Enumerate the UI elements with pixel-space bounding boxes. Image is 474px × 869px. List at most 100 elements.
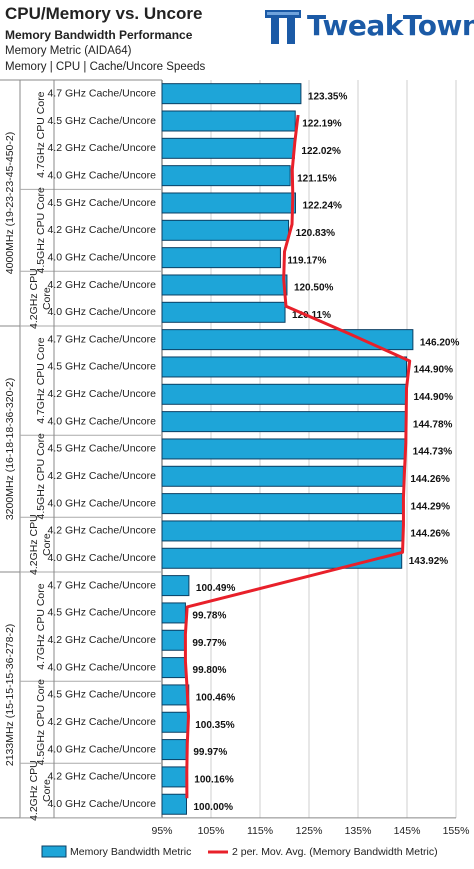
bar xyxy=(161,165,291,187)
category-label: 4.5 GHz Cache/Uncore xyxy=(47,443,156,455)
bar xyxy=(161,301,286,323)
inner-group-label: 4.5GHz CPU Core xyxy=(35,187,47,274)
logo-wordmark: TweakTown xyxy=(307,9,474,42)
x-tick-label: 115% xyxy=(247,825,273,837)
value-label: 121.15% xyxy=(297,173,337,184)
category-label: 4.2 GHz Cache/Uncore xyxy=(47,525,156,537)
bar xyxy=(161,356,408,378)
inner-group-label: 4.2GHz CPU xyxy=(28,760,40,821)
outer-group-label: 2133MHz (15-15-15-36-278-2) xyxy=(4,624,16,766)
value-label: 144.26% xyxy=(410,474,450,485)
category-label: 4.5 GHz Cache/Uncore xyxy=(47,689,156,701)
category-label: 4.2 GHz Cache/Uncore xyxy=(47,470,156,482)
bar xyxy=(161,192,296,214)
category-label: 4.2 GHz Cache/Uncore xyxy=(47,716,156,728)
category-label: 4.2 GHz Cache/Uncore xyxy=(47,634,156,646)
legend-bar-swatch xyxy=(41,845,67,858)
legend-bar-label: Memory Bandwidth Metric xyxy=(70,846,191,858)
category-label: 4.0 GHz Cache/Uncore xyxy=(47,415,156,427)
category-label: 4.0 GHz Cache/Uncore xyxy=(47,169,156,181)
inner-group-label: 4.2GHz CPU xyxy=(28,514,40,575)
x-tick-label: 105% xyxy=(198,825,225,837)
category-label: 4.0 GHz Cache/Uncore xyxy=(47,743,156,755)
x-tick-label: 135% xyxy=(345,825,372,837)
value-label: 144.26% xyxy=(410,529,450,540)
category-label: 4.0 GHz Cache/Uncore xyxy=(47,497,156,509)
value-label: 120.11% xyxy=(292,310,331,321)
chart-subtitle: Memory Bandwidth Performance xyxy=(5,28,193,42)
bar xyxy=(161,383,408,405)
bar xyxy=(161,657,187,679)
bar xyxy=(161,493,405,515)
bar xyxy=(161,110,296,132)
bar xyxy=(161,629,186,651)
category-label: 4.5 GHz Cache/Uncore xyxy=(47,115,156,127)
bar xyxy=(161,602,186,624)
inner-group-label: 4.7GHz CPU Core xyxy=(35,91,47,178)
inner-group-label: 4.5GHz CPU Core xyxy=(35,433,47,520)
outer-group-label: 4000MHz (19-23-23-45-450-2) xyxy=(4,132,16,274)
category-label: 4.2 GHz Cache/Uncore xyxy=(47,388,156,400)
chart-title: CPU/Memory vs. Uncore xyxy=(5,4,203,23)
category-label: 4.0 GHz Cache/Uncore xyxy=(47,552,156,564)
chart-header: CPU/Memory vs. Uncore Memory Bandwidth P… xyxy=(0,0,474,80)
value-label: 100.49% xyxy=(196,583,236,594)
tweaktown-logo: TweakTown xyxy=(262,6,474,48)
value-label: 120.83% xyxy=(296,228,336,239)
category-label: 4.2 GHz Cache/Uncore xyxy=(47,279,156,291)
moving-average-line xyxy=(183,114,412,799)
x-tick-label: 125% xyxy=(296,825,323,837)
category-label: 4.5 GHz Cache/Uncore xyxy=(47,361,156,373)
x-tick-label: 95% xyxy=(151,825,172,837)
value-label: 144.29% xyxy=(411,501,451,512)
category-label: 4.7 GHz Cache/Uncore xyxy=(47,87,156,99)
x-tick-label: 145% xyxy=(394,825,421,837)
bar xyxy=(161,575,190,597)
value-label: 120.50% xyxy=(294,283,334,294)
inner-group-label: 4.7GHz CPU Core xyxy=(35,583,47,670)
category-label: 4.2 GHz Cache/Uncore xyxy=(47,142,156,154)
bar xyxy=(161,739,187,761)
category-label: 4.0 GHz Cache/Uncore xyxy=(47,798,156,810)
value-label: 99.97% xyxy=(193,747,227,758)
tweaktown-logo-icon xyxy=(265,10,301,44)
inner-group-label: 4.2GHz CPU xyxy=(28,268,40,329)
bar xyxy=(161,465,404,487)
value-label: 122.19% xyxy=(302,119,342,130)
value-label: 123.35% xyxy=(308,91,348,102)
category-label: 4.0 GHz Cache/Uncore xyxy=(47,306,156,318)
category-label: 4.0 GHz Cache/Uncore xyxy=(47,251,156,263)
value-label: 146.20% xyxy=(420,337,460,348)
value-label: 100.00% xyxy=(194,802,234,813)
value-label: 100.16% xyxy=(194,775,234,786)
chart-tags-line: Memory | CPU | Cache/Uncore Speeds xyxy=(5,61,206,73)
inner-group-label: 4.5GHz CPU Core xyxy=(35,679,47,766)
outer-group-label: 3200MHz (16-18-18-36-320-2) xyxy=(4,378,16,520)
value-label: 99.78% xyxy=(192,611,226,622)
bar xyxy=(161,137,295,159)
value-label: 122.24% xyxy=(302,201,342,212)
inner-group-label: Core xyxy=(41,533,53,556)
value-label: 122.02% xyxy=(301,146,341,157)
bar xyxy=(161,520,404,542)
bar xyxy=(161,274,288,296)
value-label: 99.80% xyxy=(193,665,227,676)
value-label: 144.78% xyxy=(413,419,453,430)
category-label: 4.2 GHz Cache/Uncore xyxy=(47,224,156,236)
value-label: 143.92% xyxy=(409,556,449,567)
bar xyxy=(161,411,407,433)
value-label: 99.77% xyxy=(192,638,226,649)
bar xyxy=(161,793,187,815)
value-label: 100.46% xyxy=(196,693,236,704)
inner-group-label: Core xyxy=(41,287,53,310)
bar xyxy=(161,438,407,460)
bar xyxy=(161,219,290,241)
category-label: 4.7 GHz Cache/Uncore xyxy=(47,579,156,591)
bar xyxy=(161,711,189,733)
category-label: 4.5 GHz Cache/Uncore xyxy=(47,607,156,619)
bar xyxy=(161,766,188,788)
chart-metric-line: Memory Metric (AIDA64) xyxy=(5,45,132,57)
value-label: 144.90% xyxy=(414,392,454,403)
inner-group-label: 4.7GHz CPU Core xyxy=(35,337,47,424)
